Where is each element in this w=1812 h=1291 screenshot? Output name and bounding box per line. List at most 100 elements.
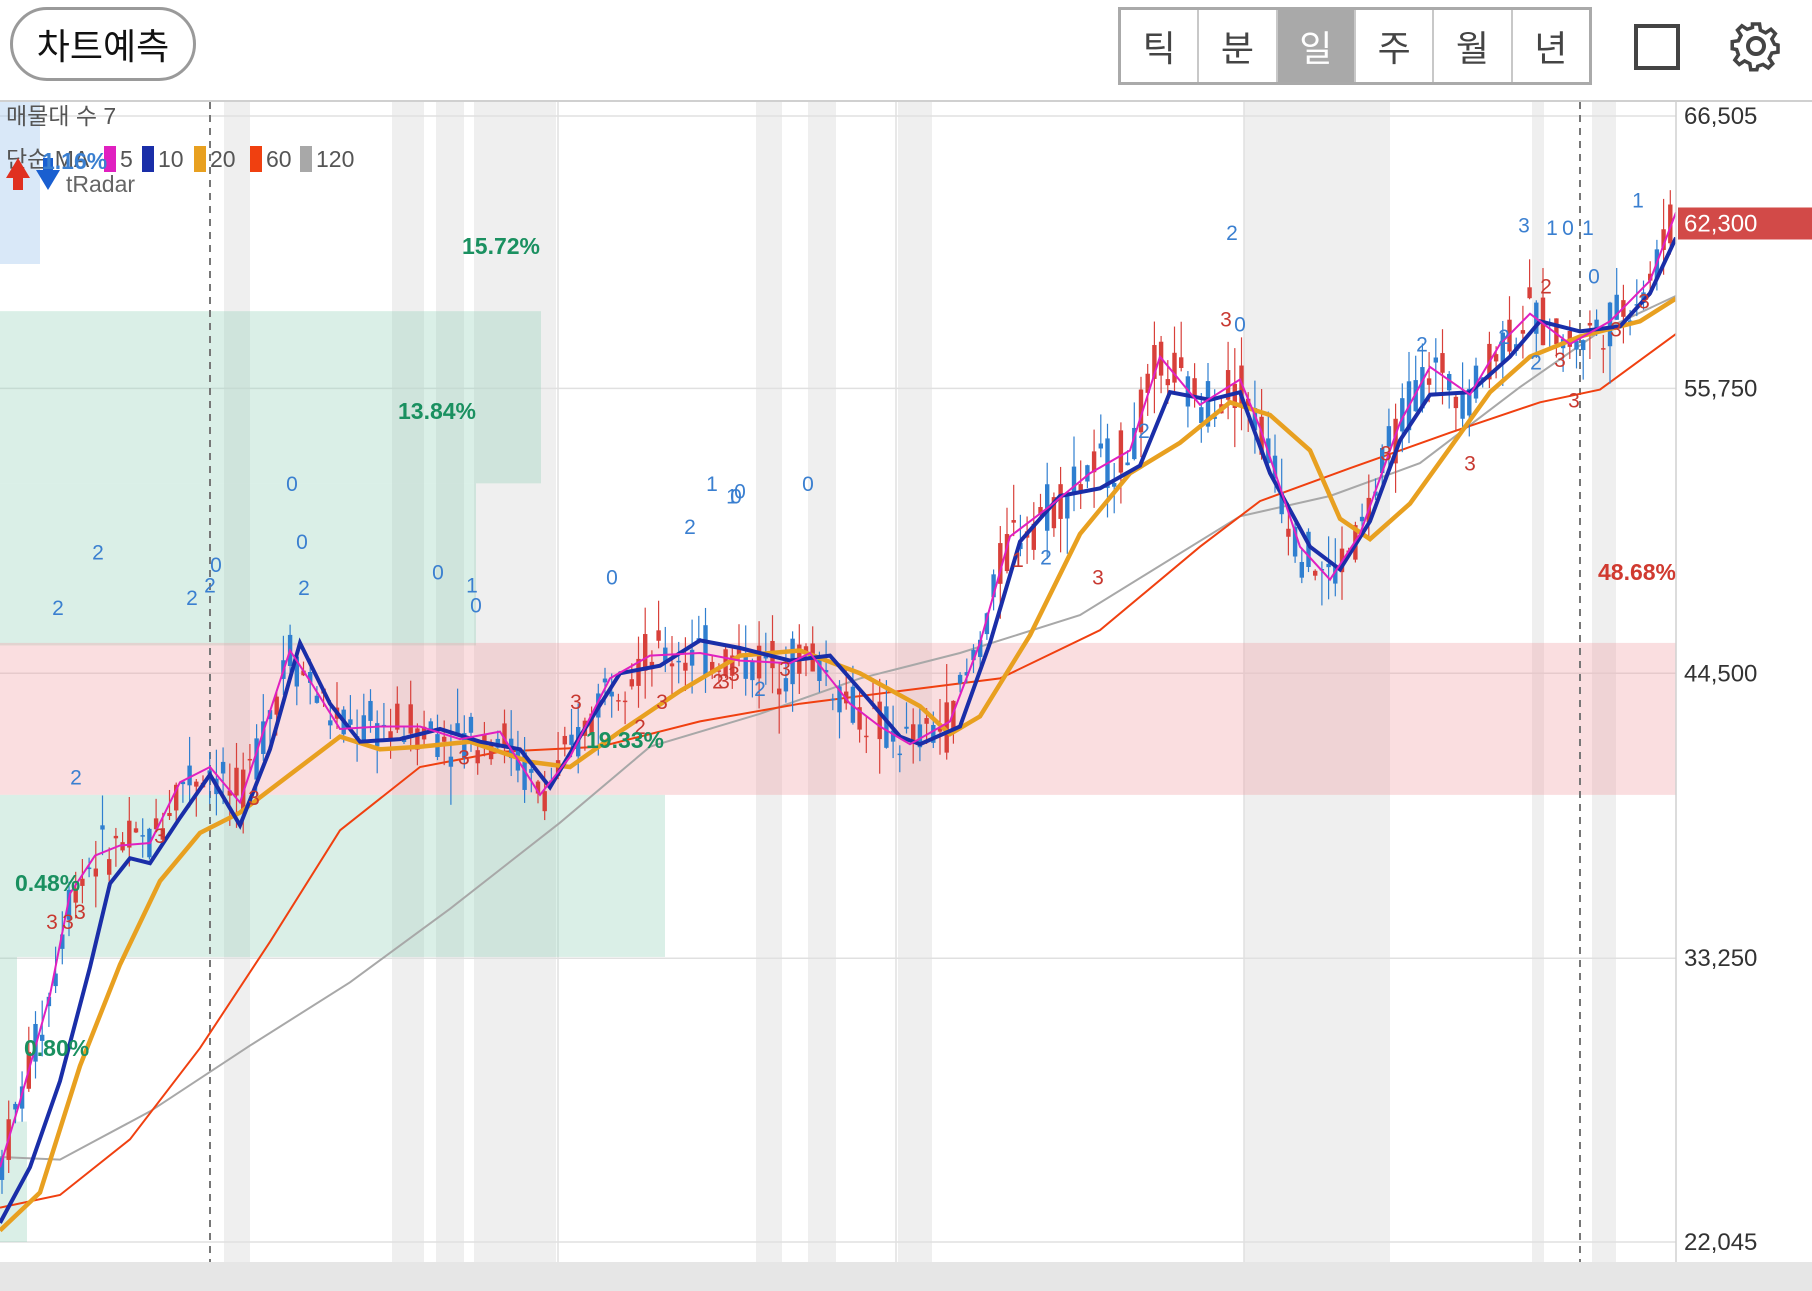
legend-volume-profile: 매물대 수 7 — [6, 103, 116, 129]
period-selector: 틱 분 일 주 월 년 — [1118, 7, 1592, 85]
shaded-column — [224, 102, 250, 1262]
period-tab-day[interactable]: 일 — [1277, 10, 1356, 82]
volume-profile-label: 48.68% — [1598, 559, 1676, 585]
candle-body — [133, 828, 139, 833]
candle-body — [234, 767, 239, 796]
candle-body — [951, 700, 956, 732]
up-arrow-icon — [6, 158, 30, 190]
volume-profile-label: 0.48% — [15, 870, 80, 896]
candle-body — [1527, 287, 1532, 299]
signal-label: 2 — [186, 587, 198, 610]
candle-body — [468, 716, 474, 733]
toolbar-divider — [0, 100, 1812, 102]
candle-body — [562, 735, 567, 745]
signal-label: 0 — [1562, 217, 1574, 240]
candle-body — [750, 662, 755, 681]
candle-body — [1145, 373, 1150, 393]
ma10-line — [0, 236, 1678, 1224]
candle-body — [1359, 516, 1365, 522]
candle-body — [1292, 527, 1298, 557]
candle-body — [1440, 353, 1445, 373]
candle-body — [1225, 370, 1231, 400]
candle-body — [160, 828, 165, 840]
legend-radar-label: tRadar — [66, 171, 135, 197]
candle-body — [1031, 523, 1036, 550]
legend-radar-pct: 1.16% — [42, 148, 107, 174]
candle-body — [167, 812, 172, 817]
candle-body — [1467, 388, 1472, 416]
candle-body — [314, 695, 320, 703]
candle-body — [683, 662, 688, 671]
candle-body — [127, 820, 132, 848]
candle-body — [53, 973, 58, 987]
candle-body — [1259, 416, 1264, 455]
volume-profile-label: 15.72% — [462, 233, 540, 259]
candle-body — [261, 721, 266, 754]
signal-label: 0 — [734, 481, 746, 504]
period-tab-minute[interactable]: 분 — [1199, 10, 1278, 82]
down-arrow-icon — [36, 158, 60, 190]
candle-body — [1118, 430, 1124, 473]
legend-ma-period: 10 — [158, 146, 184, 172]
candle-body — [904, 726, 909, 729]
candle-body — [1199, 407, 1204, 424]
candle-body — [66, 889, 72, 920]
period-tab-week[interactable]: 주 — [1356, 10, 1435, 82]
candle-body — [616, 700, 621, 702]
signal-label: 2 — [1226, 222, 1238, 245]
candle-body — [1554, 318, 1559, 345]
candle-body — [535, 781, 541, 794]
legend-ma-swatch — [142, 146, 154, 172]
candle-body — [643, 634, 648, 671]
period-tab-year[interactable]: 년 — [1534, 29, 1568, 70]
candle-body — [100, 825, 105, 830]
candle-body — [0, 1157, 5, 1180]
signal-label: 1 — [706, 473, 718, 496]
signal-label: 3 — [1092, 567, 1104, 590]
signal-label: 0 — [1588, 265, 1600, 288]
candle-body — [93, 868, 98, 877]
volume-profile-label: 13.84% — [398, 398, 476, 424]
candle-body — [964, 672, 969, 676]
candle-body — [415, 728, 420, 750]
candle-body — [783, 678, 789, 692]
candle-body — [153, 818, 159, 830]
candle-body — [60, 934, 65, 949]
volume-profile-bar — [0, 956, 17, 1122]
signal-label: 3 — [1554, 349, 1566, 372]
signal-label: 1 — [466, 574, 478, 597]
candle-body — [877, 701, 882, 740]
candle-body — [656, 630, 661, 641]
candle-body — [1098, 443, 1103, 449]
candle-body — [1091, 451, 1097, 473]
candle-body — [368, 700, 373, 721]
signal-label: 3 — [1568, 389, 1580, 412]
signal-label: 0 — [470, 595, 482, 618]
chart-predict-button[interactable]: 차트예측 — [10, 7, 196, 81]
gear-icon[interactable] — [1728, 18, 1784, 74]
signal-label: 3 — [718, 670, 730, 693]
candle-body — [1473, 365, 1479, 399]
price-tag-bg — [1678, 207, 1812, 240]
candle-body — [120, 842, 125, 851]
candle-body — [589, 713, 594, 734]
y-tick-label: 55,750 — [1684, 375, 1757, 402]
candle-body — [1212, 416, 1217, 419]
shaded-column — [474, 102, 556, 1262]
candle-body — [743, 654, 748, 679]
period-tab-month[interactable]: 월 — [1434, 10, 1513, 82]
signal-label: 0 — [1234, 313, 1246, 336]
candle-body — [1648, 273, 1653, 281]
fullscreen-square-icon[interactable] — [1634, 24, 1680, 70]
signal-label: 3 — [74, 901, 86, 924]
candle-body — [730, 655, 735, 676]
candle-body — [1413, 380, 1418, 412]
signal-label: 2 — [684, 516, 696, 539]
candle-body — [455, 723, 460, 735]
period-tab-tick[interactable]: 틱 — [1121, 10, 1200, 82]
candle-body — [864, 735, 869, 738]
candle-body — [140, 835, 145, 837]
candle-body — [1272, 455, 1278, 479]
ma120-line — [0, 294, 1677, 1161]
